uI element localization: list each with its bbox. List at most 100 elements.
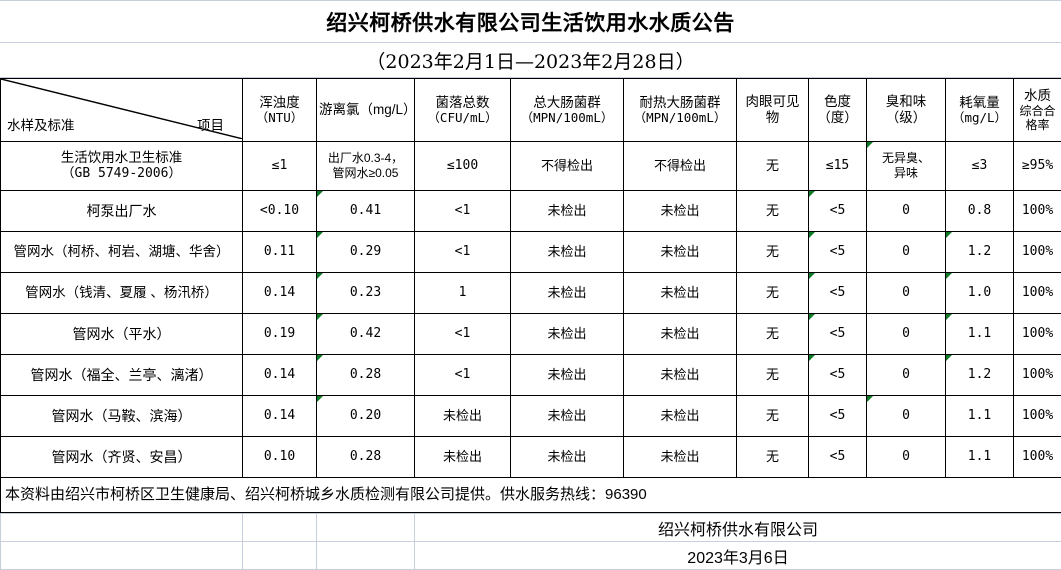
- row-chroma: <5: [809, 355, 867, 396]
- header-turbidity-name: 浑浊度: [245, 95, 314, 111]
- row-thermotolerant-coliform: 未检出: [624, 232, 737, 273]
- row-free-chlorine: 0.28: [317, 437, 415, 478]
- header-free-chlorine: 游离氯（mg/L）: [317, 79, 415, 142]
- header-turbidity-unit: （NTU）: [245, 111, 314, 126]
- header-colony-count-name: 菌落总数: [417, 95, 508, 111]
- row-pass-rate: 100%: [1014, 355, 1061, 396]
- row-chroma: <5: [809, 314, 867, 355]
- header-oxygen-consumption-unit: （mg/L）: [948, 111, 1011, 126]
- row-pass-rate: 100%: [1014, 273, 1061, 314]
- table-row: 管网水（福全、兰亭、漓渚） 0.14 0.28 <1 未检出 未检出 无 <5 …: [1, 355, 1061, 396]
- row-pass-rate: 100%: [1014, 396, 1061, 437]
- row-total-coliform: 未检出: [511, 232, 624, 273]
- table-row: 管网水（平水） 0.19 0.42 <1 未检出 未检出 无 <5 0 1.1 …: [1, 314, 1061, 355]
- header-free-chlorine-name: 游离氯（mg/L）: [319, 102, 412, 118]
- row-pass-rate: 100%: [1014, 191, 1061, 232]
- signature-blank-cell: [243, 542, 317, 570]
- row-colony-count: <1: [415, 191, 511, 232]
- signature-blank-cell: [243, 514, 317, 542]
- header-colony-count-unit: （CFU/mL）: [417, 111, 508, 126]
- row-total-coliform: 未检出: [511, 314, 624, 355]
- row-chroma: <5: [809, 437, 867, 478]
- standard-colony-count: ≤100: [415, 142, 511, 191]
- row-oxygen-consumption: 1.1: [946, 396, 1014, 437]
- header-turbidity: 浑浊度 （NTU）: [243, 79, 317, 142]
- page-title-text: 绍兴柯桥供水有限公司生活饮用水水质公告: [326, 7, 735, 37]
- standard-visible-matter: 无: [737, 142, 809, 191]
- header-oxygen-consumption: 耗氧量 （mg/L）: [946, 79, 1014, 142]
- row-chroma: <5: [809, 273, 867, 314]
- row-odor: 0: [867, 191, 946, 232]
- source-note-row: 本资料由绍兴市柯桥区卫生健康局、绍兴柯桥城乡水质检测有限公司提供。供水服务热线：…: [1, 478, 1061, 513]
- row-sample-name: 管网水（平水）: [1, 314, 243, 355]
- corner-col-axis-label: 项目: [197, 118, 224, 134]
- row-pass-rate: 100%: [1014, 314, 1061, 355]
- table-header-row: 水样及标准 项目 浑浊度 （NTU） 游离氯（mg/L） 菌落总数 （CFU/m…: [1, 79, 1061, 142]
- row-free-chlorine: 0.42: [317, 314, 415, 355]
- standard-name-line2: （GB 5749-2006）: [3, 166, 240, 181]
- row-free-chlorine: 0.28: [317, 355, 415, 396]
- row-free-chlorine: 0.29: [317, 232, 415, 273]
- row-colony-count: 未检出: [415, 396, 511, 437]
- signature-date-row: 2023年3月6日: [1, 542, 1061, 570]
- header-chroma: 色度 （度）: [809, 79, 867, 142]
- row-total-coliform: 未检出: [511, 437, 624, 478]
- row-free-chlorine: 0.23: [317, 273, 415, 314]
- row-chroma: <5: [809, 396, 867, 437]
- row-odor: 0: [867, 396, 946, 437]
- row-visible-matter: 无: [737, 273, 809, 314]
- table-row: 柯泵出厂水 <0.10 0.41 <1 未检出 未检出 无 <5 0 0.8 1…: [1, 191, 1061, 232]
- header-odor-name: 臭和味: [869, 94, 943, 110]
- row-turbidity: 0.11: [243, 232, 317, 273]
- row-thermotolerant-coliform: 未检出: [624, 437, 737, 478]
- report-period: （2023年2月1日—2023年2月28日）: [0, 43, 1061, 78]
- row-visible-matter: 无: [737, 232, 809, 273]
- row-visible-matter: 无: [737, 314, 809, 355]
- row-colony-count: <1: [415, 355, 511, 396]
- row-pass-rate: 100%: [1014, 437, 1061, 478]
- header-thermotolerant-coliform-unit: （MPN/100mL）: [626, 111, 734, 126]
- header-total-coliform-name: 总大肠菌群: [513, 95, 621, 111]
- standard-free-chlorine-line1: 出厂水0.3-4，: [319, 151, 412, 166]
- row-odor: 0: [867, 355, 946, 396]
- row-visible-matter: 无: [737, 355, 809, 396]
- page-title: 绍兴柯桥供水有限公司生活饮用水水质公告: [0, 0, 1061, 43]
- row-thermotolerant-coliform: 未检出: [624, 396, 737, 437]
- row-visible-matter: 无: [737, 396, 809, 437]
- standard-pass-rate: ≥95%: [1014, 142, 1061, 191]
- row-sample-name: 管网水（马鞍、滨海）: [1, 396, 243, 437]
- row-turbidity: <0.10: [243, 191, 317, 232]
- standard-thermotolerant-coliform: 不得检出: [624, 142, 737, 191]
- signature-blank-cell: [1, 542, 243, 570]
- table-row: 管网水（钱清、夏履 、杨汛桥） 0.14 0.23 1 未检出 未检出 无 <5…: [1, 273, 1061, 314]
- row-total-coliform: 未检出: [511, 396, 624, 437]
- row-sample-name: 管网水（齐贤、安昌）: [1, 437, 243, 478]
- row-oxygen-consumption: 1.1: [946, 314, 1014, 355]
- row-oxygen-consumption: 1.1: [946, 437, 1014, 478]
- row-sample-name: 管网水（柯桥、柯岩、湖塘、华舍）: [1, 232, 243, 273]
- row-turbidity: 0.14: [243, 355, 317, 396]
- corner-row-axis-label: 水样及标准: [7, 118, 75, 134]
- row-visible-matter: 无: [737, 191, 809, 232]
- header-corner-cell: 水样及标准 项目: [1, 79, 243, 142]
- standard-chroma: ≤15: [809, 142, 867, 191]
- row-turbidity: 0.14: [243, 396, 317, 437]
- report-period-text: （2023年2月1日—2023年2月28日）: [366, 47, 694, 74]
- header-chroma-unit: （度）: [811, 110, 864, 126]
- row-turbidity: 0.19: [243, 314, 317, 355]
- signature-company: 绍兴柯桥供水有限公司: [415, 514, 1061, 542]
- signature-table: 绍兴柯桥供水有限公司 2023年3月6日: [0, 513, 1061, 570]
- header-visible-matter-name: 肉眼可见物: [739, 94, 806, 126]
- standard-odor: 无异臭、 异味: [867, 142, 946, 191]
- signature-blank-cell: [317, 542, 415, 570]
- row-turbidity: 0.10: [243, 437, 317, 478]
- row-turbidity: 0.14: [243, 273, 317, 314]
- row-free-chlorine: 0.20: [317, 396, 415, 437]
- signature-block: 绍兴柯桥供水有限公司 2023年3月6日: [0, 513, 1061, 570]
- row-sample-name: 管网水（钱清、夏履 、杨汛桥）: [1, 273, 243, 314]
- row-oxygen-consumption: 0.8: [946, 191, 1014, 232]
- row-pass-rate: 100%: [1014, 232, 1061, 273]
- standard-total-coliform: 不得检出: [511, 142, 624, 191]
- row-sample-name: 柯泵出厂水: [1, 191, 243, 232]
- row-thermotolerant-coliform: 未检出: [624, 273, 737, 314]
